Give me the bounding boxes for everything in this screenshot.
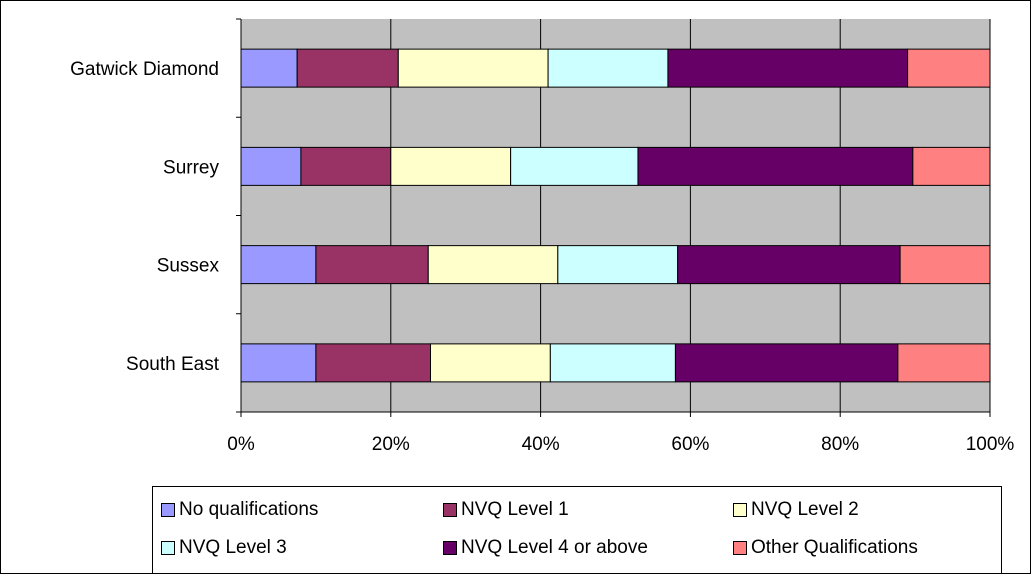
bar-segment	[510, 146, 639, 186]
category-label: South East	[126, 354, 220, 375]
legend-label: NVQ Level 2	[751, 499, 859, 520]
legend-swatch	[733, 503, 747, 517]
bar-segment	[240, 48, 298, 88]
legend-swatch	[161, 503, 175, 517]
legend-item: NVQ Level 3	[161, 537, 287, 559]
legend-swatch	[443, 503, 457, 517]
x-tick-label: 40%	[522, 434, 560, 455]
axes	[236, 18, 991, 417]
bar-segment	[429, 343, 551, 383]
bar-segment	[557, 245, 679, 285]
bar-segment	[667, 48, 909, 88]
legend-swatch	[733, 541, 747, 555]
legend-item: NVQ Level 2	[733, 499, 859, 521]
bar-segment	[315, 245, 429, 285]
x-tick-label: 20%	[372, 434, 410, 455]
bar-segment	[397, 48, 549, 88]
category-label: Sussex	[157, 256, 220, 277]
bar-segment	[907, 48, 991, 88]
legend-label: NVQ Level 3	[179, 537, 287, 558]
x-tick-label: 100%	[966, 434, 1015, 455]
bar-segment	[677, 245, 901, 285]
bar-segment	[549, 343, 676, 383]
legend-label: No qualifications	[179, 499, 319, 520]
legend-item: No qualifications	[161, 499, 318, 521]
legend-label: Other Qualifications	[751, 537, 918, 558]
bar-segment	[240, 343, 317, 383]
x-tick-label: 80%	[821, 434, 859, 455]
legend-item: Other Qualifications	[733, 537, 918, 559]
bar-segment	[427, 245, 559, 285]
bar-segment	[897, 343, 991, 383]
bar-segment	[315, 343, 431, 383]
legend-label: NVQ Level 1	[461, 499, 569, 520]
bar-segment	[296, 48, 399, 88]
legend: No qualifications NVQ Level 1 NVQ Level 2 N…	[152, 486, 1002, 574]
labels: Gatwick Diamond Surrey Sussex South East 0% 2…	[70, 59, 1014, 455]
category-label: Gatwick Diamond	[70, 59, 219, 80]
bar-segment	[240, 146, 302, 186]
bar-segment	[240, 245, 317, 285]
legend-item: NVQ Level 1	[443, 499, 569, 521]
bars	[240, 48, 991, 383]
bar-segment	[547, 48, 669, 88]
bar-segment	[637, 146, 914, 186]
bar-segment	[899, 245, 991, 285]
legend-swatch	[443, 541, 457, 555]
x-tick-label: 60%	[671, 434, 709, 455]
category-label: Surrey	[163, 157, 219, 178]
bar-segment	[674, 343, 899, 383]
bar-segment	[390, 146, 512, 186]
legend-label: NVQ Level 4 or above	[461, 537, 648, 558]
legend-swatch	[161, 541, 175, 555]
legend-item: NVQ Level 4 or above	[443, 537, 648, 559]
bar-segment	[300, 146, 392, 186]
bar-segment	[912, 146, 991, 186]
x-tick-label: 0%	[227, 434, 255, 455]
